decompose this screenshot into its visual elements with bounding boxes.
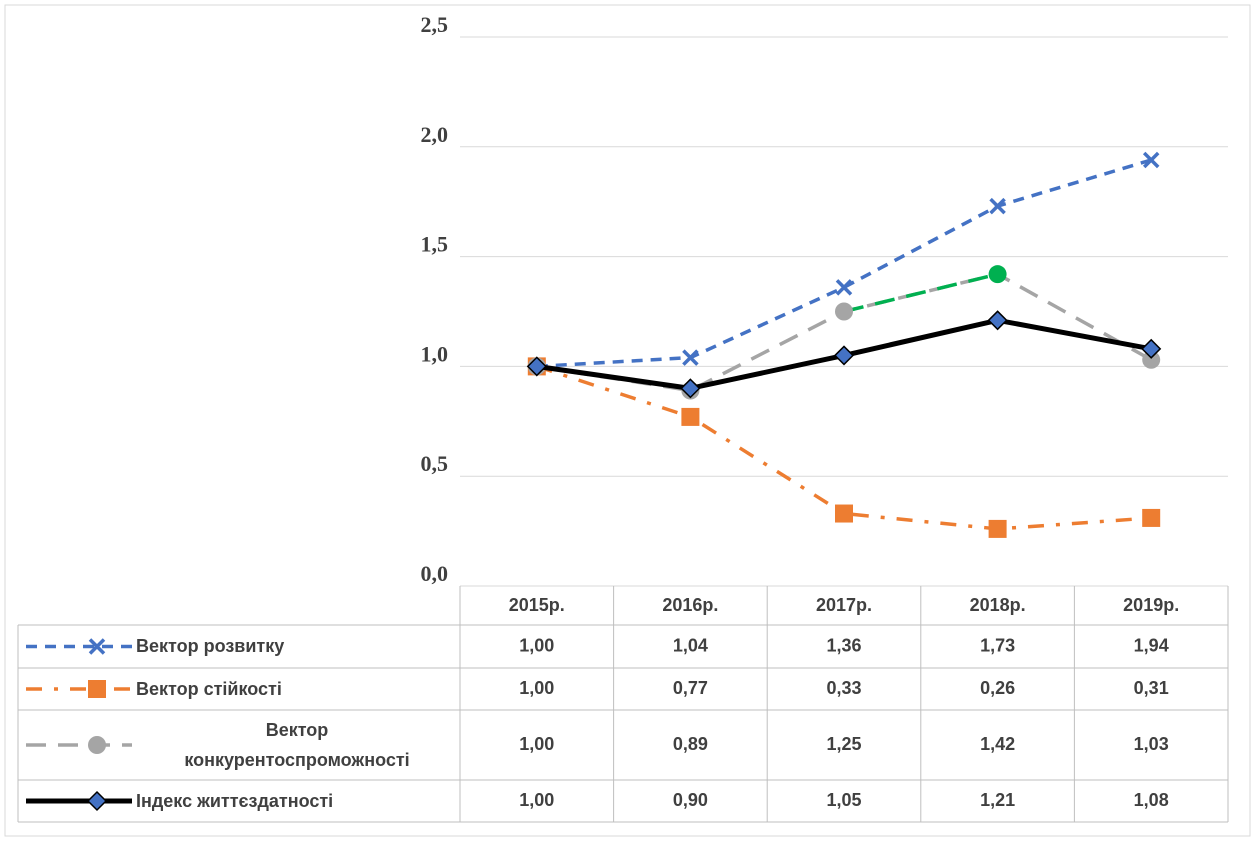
marker-x xyxy=(989,197,1006,215)
table-value: 1,21 xyxy=(980,790,1015,810)
marker-x xyxy=(835,279,853,296)
y-tick-label: 2,0 xyxy=(421,122,449,147)
y-tick-label: 0,5 xyxy=(421,451,449,476)
table-value: 0,31 xyxy=(1134,678,1169,698)
table-value: 1,94 xyxy=(1134,635,1169,655)
y-tick-label: 1,0 xyxy=(421,341,449,366)
marker xyxy=(988,265,1007,284)
legend-label-box: Вектор розвитку xyxy=(136,636,285,656)
legend-marker xyxy=(88,680,106,698)
table-value: 0,77 xyxy=(673,678,708,698)
marker xyxy=(526,356,547,377)
marker xyxy=(833,345,855,366)
legend-label-box: Індекс життєздатності xyxy=(136,790,334,811)
table-value: 0,33 xyxy=(826,678,861,698)
table-value: 1,42 xyxy=(980,734,1015,754)
marker xyxy=(1142,151,1160,169)
table-header: 2018р. xyxy=(970,595,1026,615)
legend-label: Вектор стійкості xyxy=(136,678,282,699)
legend-marker xyxy=(86,790,108,812)
table-value: 1,25 xyxy=(826,734,861,754)
table-value: 0,89 xyxy=(673,734,708,754)
chart-frame xyxy=(4,4,1251,837)
table-value: 1,05 xyxy=(826,790,861,810)
marker xyxy=(682,349,699,366)
marker xyxy=(1142,508,1161,527)
marker-x xyxy=(682,349,699,366)
table-header: 2017р. xyxy=(816,595,872,615)
legend-label-box: Вектор стійкості xyxy=(136,678,282,699)
y-tick-label: 2,5 xyxy=(421,12,449,37)
legend-marker xyxy=(88,736,106,754)
legend-marker xyxy=(88,638,106,655)
marker-x xyxy=(88,638,106,655)
marker xyxy=(987,310,1008,331)
table-value: 1,00 xyxy=(519,790,554,810)
marker xyxy=(835,279,853,296)
table-value: 1,00 xyxy=(519,635,554,655)
marker-x xyxy=(1142,151,1160,169)
table-header: 2016р. xyxy=(662,595,718,615)
marker xyxy=(681,407,700,426)
legend-label: Вектор розвитку xyxy=(136,636,285,656)
marker xyxy=(989,197,1006,215)
y-tick-label: 1,5 xyxy=(421,232,449,257)
table-value: 1,04 xyxy=(673,635,708,655)
table-value: 1,73 xyxy=(980,635,1015,655)
marker xyxy=(835,302,853,321)
table-header: 2015р. xyxy=(509,595,565,615)
marker xyxy=(988,519,1007,538)
table-value: 1,00 xyxy=(519,734,554,754)
table-value: 1,03 xyxy=(1134,734,1169,754)
legend-label-box: Вектор конкурентоспроможності xyxy=(184,720,410,770)
table-value: 1,08 xyxy=(1134,790,1169,810)
table-value: 0,26 xyxy=(980,678,1015,698)
legend-label: Вектор конкурентоспроможності xyxy=(184,720,410,770)
marker xyxy=(1142,350,1161,369)
series-line xyxy=(536,364,1152,531)
table-value: 1,36 xyxy=(826,635,861,655)
table-value: 0,90 xyxy=(673,790,708,810)
marker xyxy=(835,504,853,523)
table-value: 1,00 xyxy=(519,678,554,698)
legend-label: Індекс життєздатності xyxy=(136,790,334,811)
marker xyxy=(1141,338,1162,359)
marker xyxy=(680,378,701,399)
y-tick-label: 0,0 xyxy=(421,561,449,586)
highlight-segment xyxy=(843,272,999,314)
series-line xyxy=(536,158,1152,369)
table-header: 2019р. xyxy=(1123,595,1179,615)
